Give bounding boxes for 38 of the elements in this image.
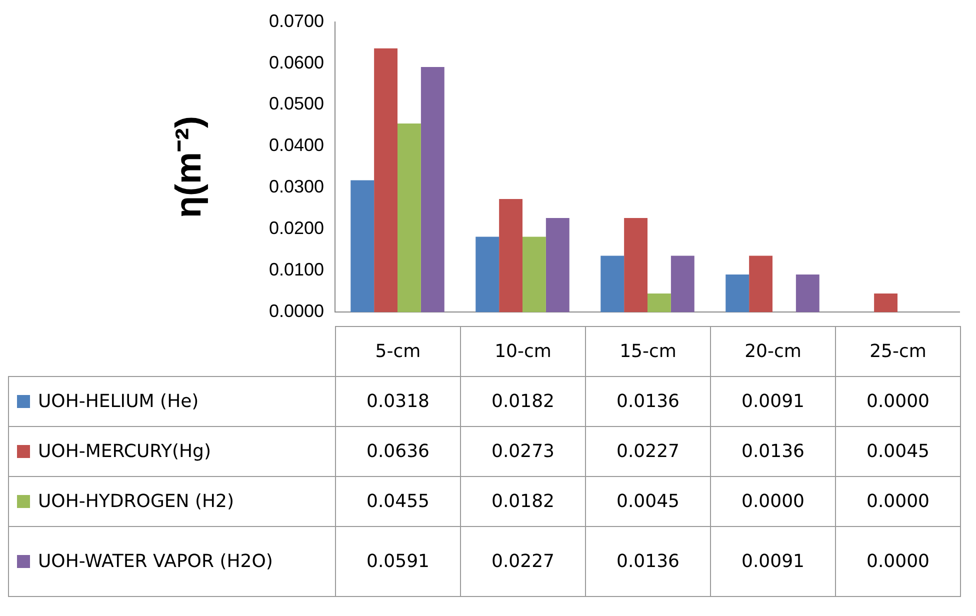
data-label: 0.0136 [710, 426, 836, 476]
data-label: 0.0318 [336, 376, 460, 426]
y-tick-label: 0.0100 [268, 260, 324, 280]
legend-label: UOH-HELIUM (He) [38, 391, 199, 412]
y-tick-label: 0.0500 [268, 94, 324, 114]
legend-label: UOH-HYDROGEN (H2) [38, 491, 234, 512]
y-tick-label: 0.0000 [268, 301, 324, 322]
data-label: 0.0182 [460, 376, 586, 426]
data-label: 0.0000 [836, 526, 960, 596]
data-label: 0.0136 [586, 526, 710, 596]
data-label: 0.0636 [336, 426, 460, 476]
legend-label: UOH-WATER VAPOR (H2O) [38, 551, 273, 572]
y-tick-label: 0.0600 [268, 52, 324, 72]
data-label: 0.0227 [586, 426, 710, 476]
data-label: 0.0136 [586, 376, 710, 426]
y-tick-label: 0.0700 [268, 10, 324, 31]
data-label: 0.0000 [836, 376, 960, 426]
data-label: 0.0045 [586, 476, 710, 526]
x-tick-label: 15-cm [586, 326, 710, 376]
y-tick-label: 0.0400 [268, 135, 324, 156]
y-tick-label: 0.0300 [268, 176, 324, 197]
y-axis-title: η(m⁻²) [168, 116, 209, 218]
x-tick-label: 20-cm [710, 326, 836, 376]
data-label: 0.0273 [460, 426, 586, 476]
x-tick-label: 5-cm [336, 326, 460, 376]
data-label: 0.0591 [336, 526, 460, 596]
data-label: 0.0000 [836, 476, 960, 526]
y-tick-label: 0.0200 [268, 218, 324, 238]
data-label: 0.0091 [710, 376, 836, 426]
data-label: 0.0182 [460, 476, 586, 526]
x-tick-label: 10-cm [460, 326, 586, 376]
data-label: 0.0091 [710, 526, 836, 596]
data-label: 0.0227 [460, 526, 586, 596]
data-label: 0.0045 [836, 426, 960, 476]
data-label: 0.0455 [336, 476, 460, 526]
data-label: 0.0000 [710, 476, 836, 526]
x-tick-label: 25-cm [836, 326, 960, 376]
legend-label: UOH-MERCURY(Hg) [38, 441, 211, 462]
